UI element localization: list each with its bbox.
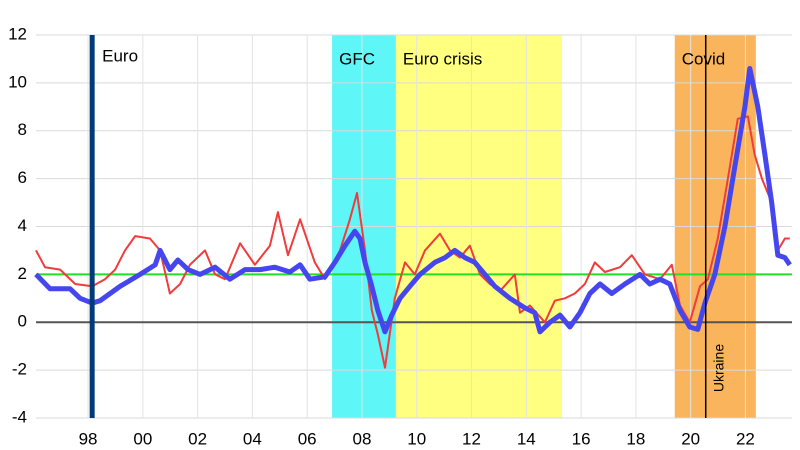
data-line <box>34 66 792 335</box>
x-tick-label: 08 <box>352 429 371 448</box>
x-tick-label: 12 <box>462 429 481 448</box>
y-tick-label: 12 <box>8 24 27 43</box>
y-tick-label: 0 <box>18 312 27 331</box>
band-label: Euro crisis <box>403 49 482 68</box>
x-tick-label: 98 <box>79 429 98 448</box>
x-tick-label: 06 <box>298 429 317 448</box>
y-tick-label: 2 <box>18 264 27 283</box>
x-tick-label: 16 <box>572 429 591 448</box>
x-tick-label: 22 <box>736 429 755 448</box>
event-label: Euro <box>102 46 138 65</box>
x-tick-label: 18 <box>626 429 645 448</box>
y-tick-label: 6 <box>18 168 27 187</box>
y-tick-label: 4 <box>18 216 27 235</box>
x-tick-label: 10 <box>407 429 426 448</box>
x-tick-label: 04 <box>243 429 262 448</box>
y-tick-label: -2 <box>12 360 27 379</box>
x-tick-label: 02 <box>188 429 207 448</box>
band-label: GFC <box>339 49 375 68</box>
y-tick-label: 8 <box>18 120 27 139</box>
y-tick-label: 10 <box>8 72 27 91</box>
x-tick-label: 00 <box>133 429 152 448</box>
x-tick-label: 20 <box>681 429 700 448</box>
data-line <box>35 115 790 369</box>
y-tick-label: -4 <box>12 407 27 426</box>
event-label: Ukraine <box>710 344 726 392</box>
x-tick-label: 14 <box>517 429 536 448</box>
band-label: Covid <box>682 49 725 68</box>
